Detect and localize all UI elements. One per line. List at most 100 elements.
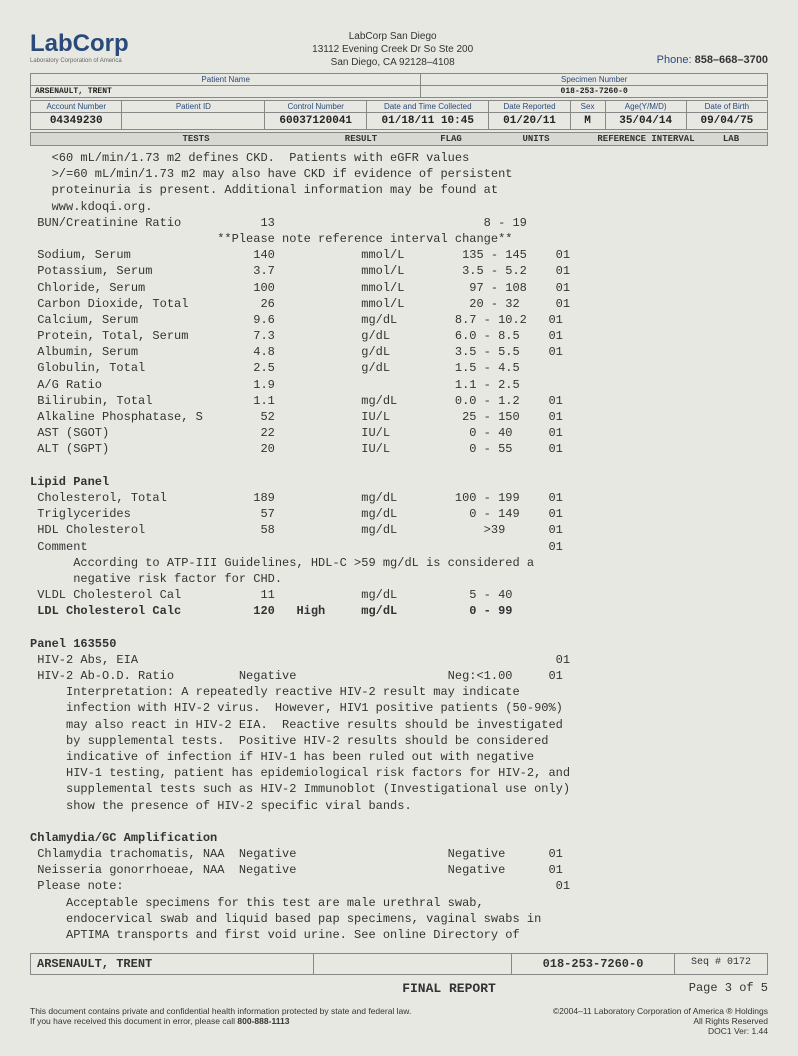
result-row: Triglycerides 57 mg/dL 0 - 149 01 (30, 507, 563, 521)
header-row: LabCorp Laboratory Corporation of Americ… (30, 30, 768, 69)
result-row: A/G Ratio 1.9 1.1 - 2.5 (30, 378, 520, 392)
note-line: <60 mL/min/1.73 m2 defines CKD. Patients… (30, 151, 469, 165)
result-row: HIV-2 Abs, EIA 01 (30, 653, 570, 667)
lab-address: LabCorp San Diego 13112 Evening Creek Dr… (129, 30, 657, 69)
col-lab: LAB (711, 134, 751, 144)
note-line: www.kdoqi.org. (30, 200, 152, 214)
interpretation-line: HIV-1 testing, patient has epidemiologic… (30, 766, 570, 780)
footer-patient-name: ARSENAULT, TRENT (31, 954, 314, 974)
note-line: APTIMA transports and first void urine. … (30, 928, 520, 942)
interpretation-line: indicative of infection if HIV-1 has bee… (30, 750, 534, 764)
result-row: AST (SGOT) 22 IU/L 0 - 40 01 (30, 426, 563, 440)
result-row: Cholesterol, Total 189 mg/dL 100 - 199 0… (30, 491, 563, 505)
result-row: HDL Cholesterol 58 mg/dL >39 01 (30, 523, 563, 537)
address-line-2: San Diego, CA 92128–4108 (129, 56, 657, 69)
collected-label: Date and Time Collected (367, 101, 489, 113)
col-flag: FLAG (411, 134, 491, 144)
panel-header: Panel 163550 (30, 637, 116, 651)
final-report-row: FINAL REPORT Page 3 of 5 (30, 975, 768, 1002)
patient-name-label: Patient Name (31, 74, 421, 86)
copyright: ©2004–11 Laboratory Corporation of Ameri… (553, 1006, 768, 1016)
result-row: Calcium, Serum 9.6 mg/dL 8.7 - 10.2 01 (30, 313, 563, 327)
result-row: Please note: 01 (30, 879, 570, 893)
control-value: 60037120041 (265, 113, 367, 130)
lab-report-page: LabCorp Laboratory Corporation of Americ… (0, 0, 798, 1056)
disclaimer-row: This document contains private and confi… (30, 1006, 768, 1036)
logo: LabCorp (30, 30, 129, 58)
result-row: Comment 01 (30, 540, 563, 554)
reported-label: Date Reported (489, 101, 570, 113)
result-row: Chlamydia trachomatis, NAA Negative Nega… (30, 847, 563, 861)
logo-subtitle: Laboratory Corporation of America (30, 58, 129, 64)
col-tests: TESTS (31, 134, 311, 144)
collected-value: 01/18/11 10:45 (367, 113, 489, 130)
disclaimer-line-1: This document contains private and confi… (30, 1006, 411, 1016)
page-number: Page 3 of 5 (588, 981, 768, 996)
note-line: Acceptable specimens for this test are m… (30, 896, 484, 910)
column-headers: TESTS RESULT FLAG UNITS REFERENCE INTERV… (30, 132, 768, 146)
specimen-number: 018-253-7260-0 (421, 86, 768, 98)
result-row: Globulin, Total 2.5 g/dL 1.5 - 4.5 (30, 361, 520, 375)
interpretation-line: supplemental tests such as HIV-2 Immunob… (30, 782, 570, 796)
comment-line: negative risk factor for CHD. (30, 572, 282, 586)
footer-spacer (314, 954, 512, 974)
result-row: BUN/Creatinine Ratio 13 8 - 19 (30, 216, 527, 230)
patient-details-table: Account Number Patient ID Control Number… (30, 100, 768, 130)
interpretation-line: Interpretation: A repeatedly reactive HI… (30, 685, 520, 699)
phone-box: Phone: 858–668–3700 (657, 30, 768, 66)
reported-value: 01/20/11 (489, 113, 570, 130)
interpretation-line: infection with HIV-2 virus. However, HIV… (30, 701, 563, 715)
result-row: Albumin, Serum 4.8 g/dL 3.5 - 5.5 01 (30, 345, 563, 359)
col-result: RESULT (311, 134, 411, 144)
interpretation-line: may also react in HIV-2 EIA. Reactive re… (30, 718, 563, 732)
phone-number: 858–668–3700 (695, 54, 768, 66)
dob-value: 09/04/75 (686, 113, 767, 130)
col-units: UNITS (491, 134, 581, 144)
patient-info-table: Patient Name Specimen Number ARSENAULT, … (30, 73, 768, 98)
age-label: Age(Y/M/D) (605, 101, 686, 113)
specimen-number-label: Specimen Number (421, 74, 768, 86)
footer-specimen: 018-253-7260-0 (512, 954, 675, 974)
lipid-panel-header: Lipid Panel (30, 475, 109, 489)
patient-id-value (122, 113, 265, 130)
interpretation-line: by supplemental tests. Positive HIV-2 re… (30, 734, 548, 748)
final-report-label: FINAL REPORT (310, 981, 588, 996)
age-value: 35/04/14 (605, 113, 686, 130)
ref-change-note: **Please note reference interval change*… (30, 232, 512, 246)
sex-label: Sex (570, 101, 605, 113)
address-line-1: 13112 Evening Creek Dr So Ste 200 (129, 43, 657, 56)
phone-label: Phone: (657, 54, 695, 66)
footer-bar: ARSENAULT, TRENT 018-253-7260-0 Seq # 01… (30, 953, 768, 975)
disclaimer-right: ©2004–11 Laboratory Corporation of Ameri… (553, 1006, 768, 1036)
disclaimer-line-2: If you have received this document in er… (30, 1016, 411, 1026)
sex-value: M (570, 113, 605, 130)
patient-name: ARSENAULT, TRENT (31, 86, 421, 98)
result-row: Protein, Total, Serum 7.3 g/dL 6.0 - 8.5… (30, 329, 563, 343)
doc-version: DOC1 Ver: 1.44 (553, 1026, 768, 1036)
chlamydia-header: Chlamydia/GC Amplification (30, 831, 217, 845)
result-row: Chloride, Serum 100 mmol/L 97 - 108 01 (30, 281, 570, 295)
logo-block: LabCorp Laboratory Corporation of Americ… (30, 30, 129, 64)
result-row: Neisseria gonorrhoeae, NAA Negative Nega… (30, 863, 563, 877)
result-row: ALT (SGPT) 20 IU/L 0 - 55 01 (30, 442, 563, 456)
col-ref: REFERENCE INTERVAL (581, 134, 711, 144)
final-left (30, 981, 310, 996)
result-row: HIV-2 Ab-O.D. Ratio Negative Neg:<1.00 0… (30, 669, 563, 683)
rights: All Rights Reserved (553, 1016, 768, 1026)
account-label: Account Number (31, 101, 122, 113)
result-row: VLDL Cholesterol Cal 11 mg/dL 5 - 40 (30, 588, 512, 602)
patient-id-label: Patient ID (122, 101, 265, 113)
note-line: endocervical swab and liquid based pap s… (30, 912, 541, 926)
note-line: proteinuria is present. Additional infor… (30, 183, 498, 197)
disclaimer-left: This document contains private and confi… (30, 1006, 411, 1036)
note-line: >/=60 mL/min/1.73 m2 may also have CKD i… (30, 167, 512, 181)
result-row: Carbon Dioxide, Total 26 mmol/L 20 - 32 … (30, 297, 570, 311)
result-row: Potassium, Serum 3.7 mmol/L 3.5 - 5.2 01 (30, 264, 570, 278)
comment-line: According to ATP-III Guidelines, HDL-C >… (30, 556, 534, 570)
result-row: Alkaline Phosphatase, S 52 IU/L 25 - 150… (30, 410, 563, 424)
lab-name: LabCorp San Diego (129, 30, 657, 43)
result-row-high: LDL Cholesterol Calc 120 High mg/dL 0 - … (30, 604, 512, 618)
control-label: Control Number (265, 101, 367, 113)
result-row: Sodium, Serum 140 mmol/L 135 - 145 01 (30, 248, 570, 262)
result-row: Bilirubin, Total 1.1 mg/dL 0.0 - 1.2 01 (30, 394, 563, 408)
